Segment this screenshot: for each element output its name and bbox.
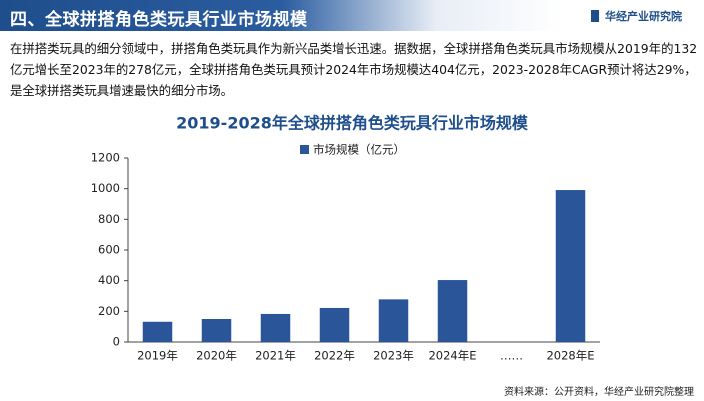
bar (555, 190, 586, 342)
logo-mark (591, 10, 599, 22)
source: 资料来源：公开资料，华经产业研究院整理 (504, 385, 694, 398)
bar (142, 321, 173, 342)
x-tick-label: 2020年 (196, 349, 237, 363)
legend-swatch (300, 145, 309, 154)
header-banner (0, 0, 704, 31)
bar (319, 307, 350, 342)
section-title: 四、全球拼搭角色类玩具行业市场规模 (10, 10, 308, 30)
bar (260, 313, 291, 342)
x-tick-label: …… (500, 349, 523, 363)
y-tick-label: 800 (98, 212, 120, 226)
y-tick-label: 400 (98, 273, 120, 287)
y-tick-label: 200 (98, 304, 120, 318)
bar (378, 299, 409, 342)
chart-title: 2019-2028年全球拼搭角色类玩具行业市场规模 (176, 114, 529, 133)
legend-label: 市场规模（亿元） (313, 143, 405, 157)
x-tick-label: 2022年 (314, 349, 355, 363)
paragraph: 在拼搭类玩具的细分领域中，拼搭角色类玩具作为新兴品类增长迅速。据数据，全球拼搭角… (10, 41, 698, 98)
logo: 华经产业研究院 (591, 8, 682, 24)
x-tick-label: 2019年 (137, 349, 178, 363)
y-tick-label: 0 (113, 335, 120, 349)
y-tick-label: 1200 (91, 151, 120, 165)
x-tick-label: 2024年E (428, 349, 476, 363)
bar (437, 280, 468, 342)
y-tick-label: 600 (98, 243, 120, 257)
x-tick-label: 2023年 (373, 349, 414, 363)
y-tick-label: 1000 (91, 181, 120, 195)
x-tick-label: 2028年E (546, 349, 594, 363)
logo-text: 华经产业研究院 (605, 10, 682, 23)
x-tick-label: 2021年 (255, 349, 296, 363)
bar (201, 319, 232, 342)
